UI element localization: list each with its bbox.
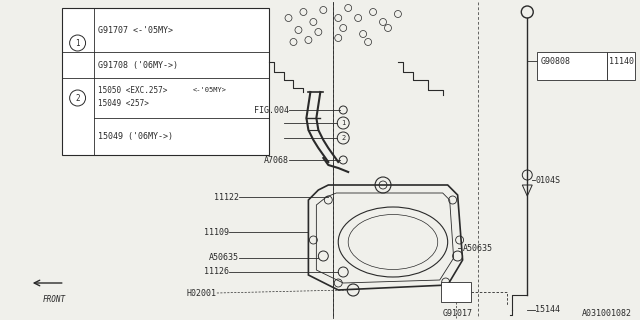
Bar: [607, 52, 635, 80]
Text: 1: 1: [76, 38, 80, 47]
Text: FIG.004: FIG.004: [253, 106, 289, 115]
Text: 2: 2: [341, 135, 346, 141]
Bar: [61, 8, 269, 155]
Text: 15049 ('06MY->): 15049 ('06MY->): [99, 132, 173, 141]
Text: 11126: 11126: [204, 268, 229, 276]
Bar: [537, 52, 607, 80]
Text: <-'05MY>: <-'05MY>: [193, 87, 227, 93]
Text: 15049 <257>: 15049 <257>: [99, 99, 149, 108]
Text: 11140: 11140: [609, 57, 634, 66]
Text: G91707 <-'05MY>: G91707 <-'05MY>: [99, 26, 173, 35]
Text: FRONT: FRONT: [43, 295, 67, 304]
Text: A031001082: A031001082: [582, 309, 632, 318]
Text: H02001: H02001: [187, 289, 217, 298]
Text: G91708 ('06MY->): G91708 ('06MY->): [99, 60, 179, 69]
Bar: [441, 282, 470, 302]
Text: 2: 2: [76, 93, 80, 102]
Text: A50635: A50635: [209, 253, 239, 262]
Text: 15050 <EXC.257>: 15050 <EXC.257>: [99, 85, 168, 94]
Text: G90808: G90808: [540, 57, 570, 66]
Text: A50635: A50635: [463, 244, 493, 252]
Text: G91017: G91017: [443, 308, 473, 317]
Text: 11109: 11109: [204, 228, 229, 236]
Text: 1: 1: [341, 120, 346, 126]
Text: 11122: 11122: [214, 193, 239, 202]
Text: 15144: 15144: [535, 306, 560, 315]
Text: A7068: A7068: [264, 156, 289, 164]
Text: 0104S: 0104S: [535, 175, 560, 185]
